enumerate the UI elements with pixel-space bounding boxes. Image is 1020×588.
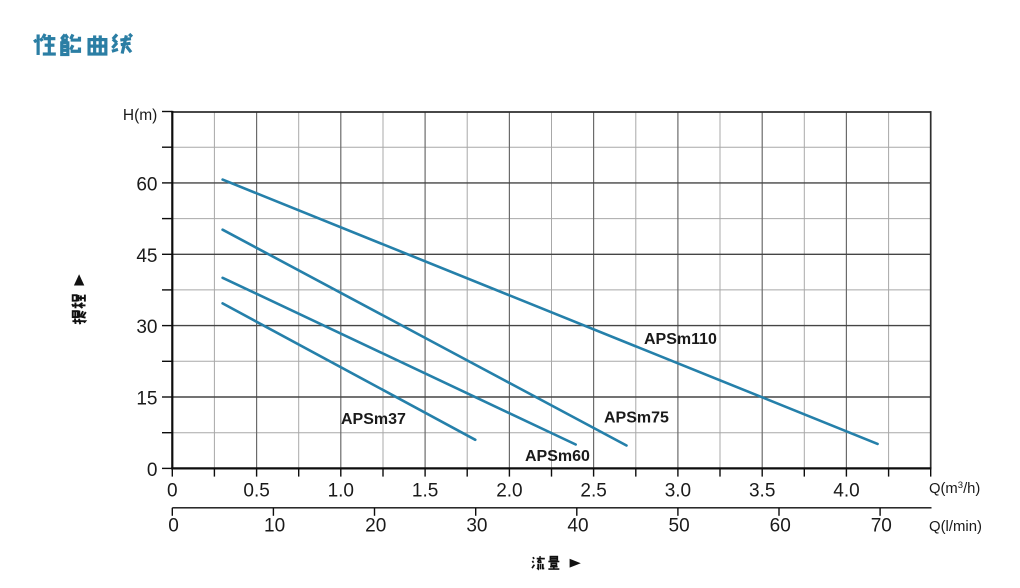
svg-text:60: 60 xyxy=(770,515,791,536)
svg-text:1.5: 1.5 xyxy=(412,480,438,501)
svg-text:H(m): H(m) xyxy=(123,107,157,124)
svg-text:20: 20 xyxy=(365,515,386,536)
svg-text:Q(l/min): Q(l/min) xyxy=(929,519,982,535)
svg-text:15: 15 xyxy=(136,389,157,410)
svg-text:4.0: 4.0 xyxy=(833,480,859,501)
svg-text:2.0: 2.0 xyxy=(496,480,522,501)
svg-text:30: 30 xyxy=(466,515,487,536)
svg-text:0.5: 0.5 xyxy=(243,480,269,501)
svg-text:APSm110: APSm110 xyxy=(644,331,717,348)
svg-text:2.5: 2.5 xyxy=(580,480,606,501)
svg-text:30: 30 xyxy=(136,317,157,338)
svg-text:3.0: 3.0 xyxy=(665,480,691,501)
svg-text:0: 0 xyxy=(167,480,178,501)
svg-text:70: 70 xyxy=(871,515,892,536)
svg-text:APSm60: APSm60 xyxy=(525,448,590,465)
svg-text:APSm75: APSm75 xyxy=(604,410,669,427)
svg-text:60: 60 xyxy=(136,175,157,196)
svg-text:0: 0 xyxy=(168,515,179,536)
svg-text:40: 40 xyxy=(567,515,588,536)
svg-text:0: 0 xyxy=(147,460,158,481)
svg-text:1.0: 1.0 xyxy=(328,480,354,501)
svg-text:3.5: 3.5 xyxy=(749,480,775,501)
svg-text:50: 50 xyxy=(669,515,690,536)
svg-text:Q(m3/h): Q(m3/h) xyxy=(929,480,980,497)
svg-text:10: 10 xyxy=(264,515,285,536)
svg-text:APSm37: APSm37 xyxy=(341,411,406,428)
svg-text:45: 45 xyxy=(136,246,157,267)
